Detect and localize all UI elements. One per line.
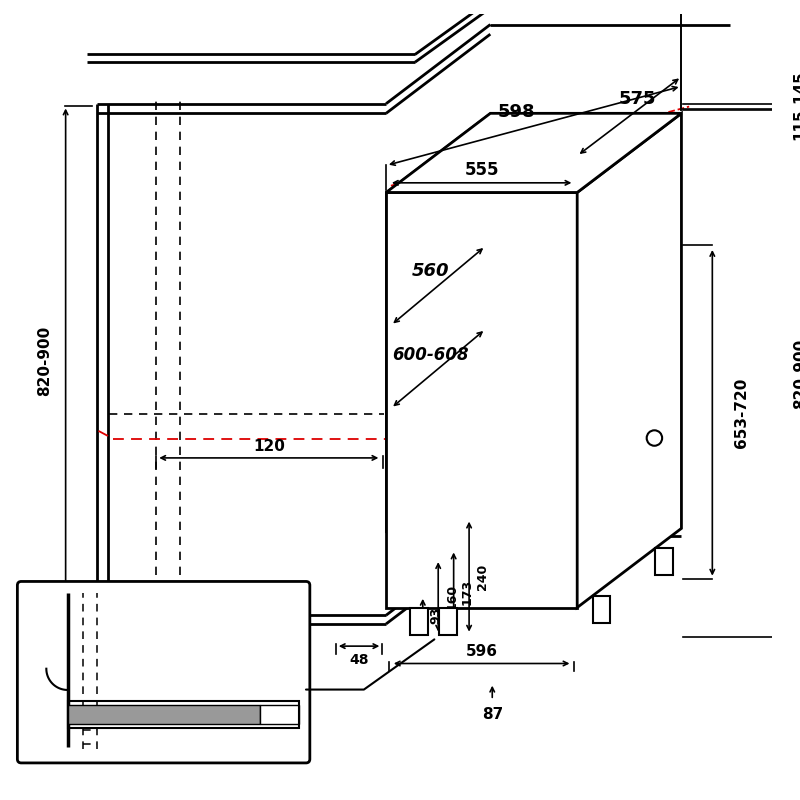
Bar <box>67 705 260 724</box>
Bar <box>260 705 299 724</box>
Polygon shape <box>386 114 682 193</box>
Text: 598: 598 <box>498 103 535 122</box>
Text: 48: 48 <box>350 653 369 666</box>
Text: 115-145: 115-145 <box>793 70 800 140</box>
Text: 87: 87 <box>482 707 503 722</box>
Polygon shape <box>386 193 577 607</box>
Polygon shape <box>577 114 682 607</box>
Text: 575: 575 <box>618 90 656 108</box>
Text: 560: 560 <box>412 262 450 280</box>
Text: 820-900: 820-900 <box>37 326 52 395</box>
FancyBboxPatch shape <box>18 582 310 763</box>
Bar <box>410 607 427 634</box>
Text: 587.5: 587.5 <box>166 590 218 608</box>
Text: 120: 120 <box>253 439 285 454</box>
Bar <box>439 607 457 634</box>
Text: 596: 596 <box>466 645 498 659</box>
Text: 820-900: 820-900 <box>793 339 800 409</box>
Text: 555: 555 <box>464 162 499 179</box>
Text: 600-608: 600-608 <box>392 346 469 364</box>
Text: 160: 160 <box>446 584 458 610</box>
Text: 240: 240 <box>476 563 489 590</box>
Text: 173: 173 <box>461 579 474 605</box>
Text: 653-720: 653-720 <box>734 378 749 448</box>
Polygon shape <box>386 114 490 533</box>
Text: 93: 93 <box>430 606 442 624</box>
Bar <box>67 701 299 728</box>
Bar <box>593 596 610 622</box>
Bar <box>655 548 673 575</box>
